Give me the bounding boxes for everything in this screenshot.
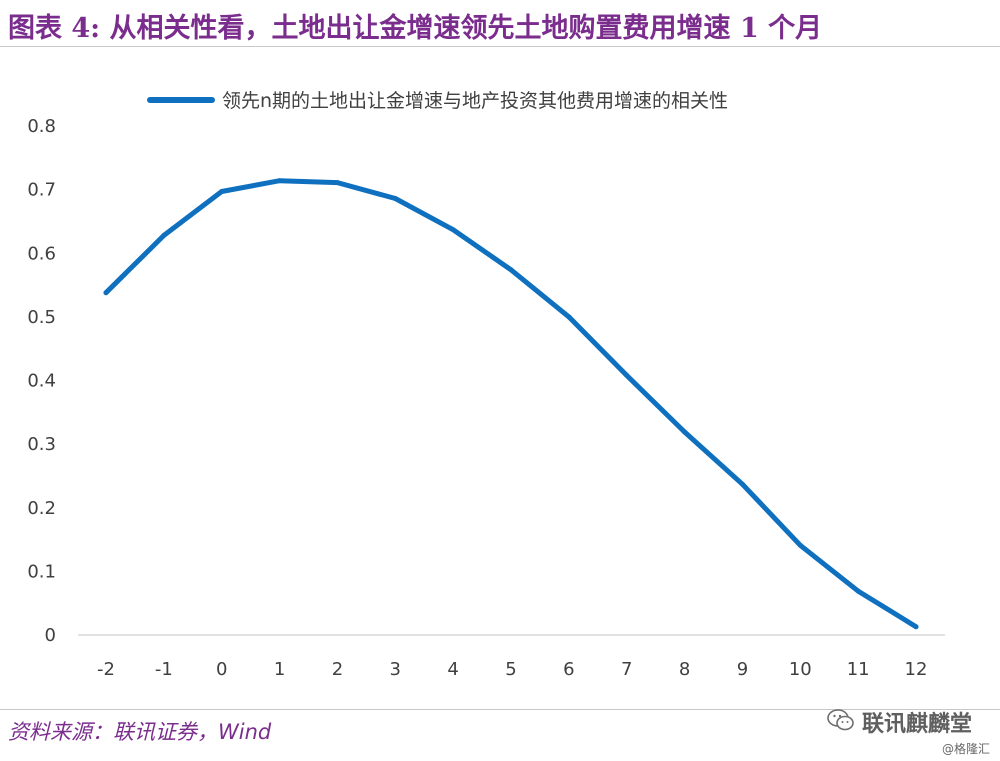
y-tick-label: 0.8 [27, 116, 56, 137]
watermark-sub: @格隆汇 [941, 742, 990, 756]
y-tick-label: 0.1 [27, 561, 56, 582]
data-point [450, 227, 456, 233]
data-point [682, 429, 688, 435]
data-point [277, 178, 283, 184]
footer-divider [0, 709, 1000, 710]
x-tick-label: 9 [737, 659, 748, 680]
x-tick-label: 7 [621, 659, 632, 680]
x-tick-label: 1 [274, 659, 285, 680]
x-tick-label: 5 [505, 659, 516, 680]
x-tick-label: -1 [155, 659, 173, 680]
title-divider [0, 46, 1000, 47]
data-point [103, 290, 109, 296]
data-point [797, 542, 803, 548]
x-tick-label: 11 [847, 659, 870, 680]
line-chart: 领先n期的土地出让金增速与地产投资其他费用增速的相关性 0 0.1 0.2 0.3 0.… [27, 90, 945, 680]
watermark-text: 联讯麒麟堂 [861, 712, 972, 737]
data-point [624, 372, 630, 378]
x-tick-label: 0 [216, 659, 227, 680]
chart-legend: 领先n期的土地出让金增速与地产投资其他费用增速的相关性 [147, 90, 728, 112]
data-point [334, 180, 340, 186]
series-group [103, 178, 919, 630]
legend-label: 领先n期的土地出让金增速与地产投资其他费用增速的相关性 [222, 90, 728, 112]
y-tick-label: 0.7 [27, 180, 56, 201]
data-point [855, 588, 861, 594]
x-tick-label: 12 [905, 659, 928, 680]
data-point [392, 196, 398, 202]
y-tick-label: 0.5 [27, 307, 56, 328]
y-tick-label: 0.4 [27, 371, 56, 392]
series-line [103, 178, 919, 630]
x-tick-label: 6 [563, 659, 574, 680]
x-tick-label: 2 [332, 659, 343, 680]
source-note: 资料来源：联讯证券，Wind [8, 720, 272, 744]
y-tick-label: 0.3 [27, 434, 56, 455]
data-point [566, 314, 572, 320]
x-tick-label: 8 [679, 659, 690, 680]
x-tick-label: 4 [447, 659, 458, 680]
watermark: 联讯麒麟堂 [826, 706, 972, 738]
data-point [508, 267, 514, 273]
figure-title: 图表 4: 从相关性看，土地出让金增速领先土地购置费用增速 1 个月 [8, 13, 823, 44]
x-tick-label: 3 [390, 659, 401, 680]
data-point [219, 189, 225, 195]
x-axis: -2 -1 0 1 2 3 4 5 6 7 8 9 10 11 12 [78, 634, 945, 680]
data-point [161, 232, 167, 238]
x-tick-label: -2 [97, 659, 115, 680]
y-tick-label: 0 [45, 625, 56, 646]
y-axis: 0 0.1 0.2 0.3 0.4 0.5 0.6 0.7 0.8 [27, 116, 56, 646]
y-tick-label: 0.6 [27, 243, 56, 264]
wechat-icon [826, 708, 856, 736]
y-tick-label: 0.2 [27, 498, 56, 519]
data-point [913, 624, 919, 630]
x-tick-label: 10 [789, 659, 812, 680]
data-point [739, 481, 745, 487]
